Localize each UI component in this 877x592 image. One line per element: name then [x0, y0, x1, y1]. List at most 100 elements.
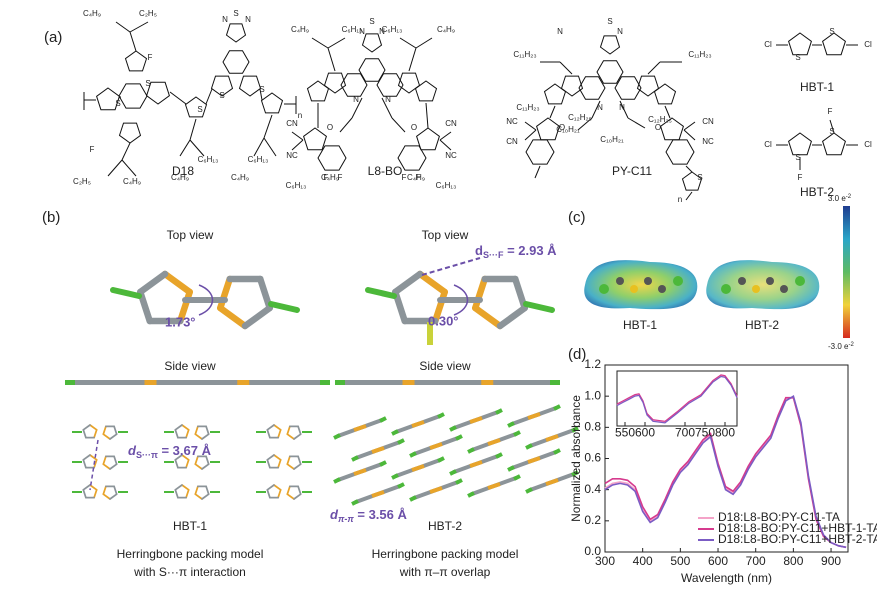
crystal-name: HBT-1 [173, 519, 207, 533]
atom-label: S [259, 85, 264, 94]
ring [525, 139, 555, 165]
bond [189, 139, 205, 157]
bond [685, 165, 693, 173]
bond [277, 428, 282, 439]
bond [472, 304, 504, 330]
packed-cl [467, 491, 475, 498]
colorbar-label: -3.0 e-2 [828, 342, 854, 352]
esp-label: HBT-2 [745, 318, 779, 332]
ring [225, 23, 247, 43]
packed-s [527, 412, 541, 420]
packed-s [429, 486, 443, 494]
ring [788, 132, 812, 156]
atom-label: C₄H₉ [437, 25, 455, 34]
bond [286, 425, 291, 436]
packed-cl [525, 487, 533, 494]
bond [102, 425, 107, 436]
ring [146, 81, 170, 105]
series-line [604, 394, 847, 549]
bond [286, 493, 295, 500]
bond [432, 288, 448, 325]
atom-label: S [829, 27, 834, 36]
bond [273, 484, 282, 491]
bond [591, 100, 601, 119]
bond [524, 129, 537, 141]
bond [391, 117, 406, 133]
colorbar-base: 3.0 e [828, 194, 846, 203]
esp-surface [584, 260, 698, 310]
bond [181, 454, 190, 461]
bond [311, 37, 329, 49]
bond [93, 458, 98, 469]
atom-label: C₆H₁₃ [286, 181, 307, 190]
atom-label: N [597, 103, 603, 112]
atom [644, 277, 652, 285]
bond [408, 47, 417, 72]
bond [291, 131, 304, 141]
atom-label: CN [506, 137, 518, 146]
x-tick-label: 800 [715, 426, 735, 440]
bond [392, 270, 424, 296]
atom-label: O [327, 123, 333, 132]
ring [184, 96, 208, 118]
side-view-cl [550, 380, 560, 385]
bond [291, 139, 304, 151]
bond [273, 454, 282, 461]
bond [82, 488, 87, 499]
bond [161, 270, 193, 296]
atom-label: F [324, 173, 329, 182]
bond [102, 463, 111, 470]
bond [253, 137, 265, 157]
colorbar-label: 3.0 e-2 [828, 194, 852, 204]
atom [721, 284, 731, 294]
packed-cl [553, 404, 561, 411]
bond [416, 270, 448, 296]
side-view [335, 380, 560, 385]
packed-cl [507, 421, 515, 428]
bond [286, 485, 291, 496]
packed-cl [525, 443, 533, 450]
distance-value: = 3.67 Å [158, 443, 212, 458]
esp-surface [706, 260, 820, 310]
bond [534, 165, 541, 179]
atom-label: C₁₁H₂₃ [513, 50, 536, 59]
packed-cl [351, 499, 359, 506]
y-tick-label: 0.2 [584, 513, 601, 527]
bond [293, 463, 302, 470]
caption: with π–π overlap [399, 565, 491, 579]
bond [109, 433, 118, 440]
bond [89, 454, 98, 461]
bond [194, 433, 203, 440]
atom-label: C₁₀H₂₁ [600, 135, 624, 144]
bond [577, 117, 593, 131]
side-view-s [481, 380, 494, 385]
x-tick-label: 750 [695, 426, 715, 440]
side-view-cl [335, 380, 345, 385]
packed-cl [449, 469, 457, 476]
bond [381, 97, 393, 119]
y-axis-title: Normalized absorbance [569, 395, 583, 522]
atom [673, 276, 683, 286]
ring [536, 117, 560, 141]
crystal-name: HBT-2 [428, 519, 462, 533]
atom-label: C₆H₁₃ [198, 155, 219, 164]
atom-label: C₁₂H₂₅ [648, 115, 672, 124]
bond [327, 47, 336, 72]
atom-label: C₆H₁₃ [248, 155, 269, 164]
distance-label: dS···π = 3.67 Å [128, 443, 212, 460]
ring [665, 139, 695, 165]
packed-s [371, 490, 385, 498]
bond [647, 61, 661, 75]
atom [599, 284, 609, 294]
distance-subscript: S···F [483, 250, 504, 260]
packed-cl [437, 412, 445, 419]
crystal-drawings [65, 257, 579, 506]
x-tick-label: 500 [670, 554, 690, 568]
bond [121, 142, 131, 161]
cl-bond [523, 301, 555, 313]
bond [174, 458, 179, 469]
bond [829, 119, 835, 134]
bond [181, 424, 190, 431]
bond [201, 493, 210, 500]
atom-label: S [115, 99, 120, 108]
